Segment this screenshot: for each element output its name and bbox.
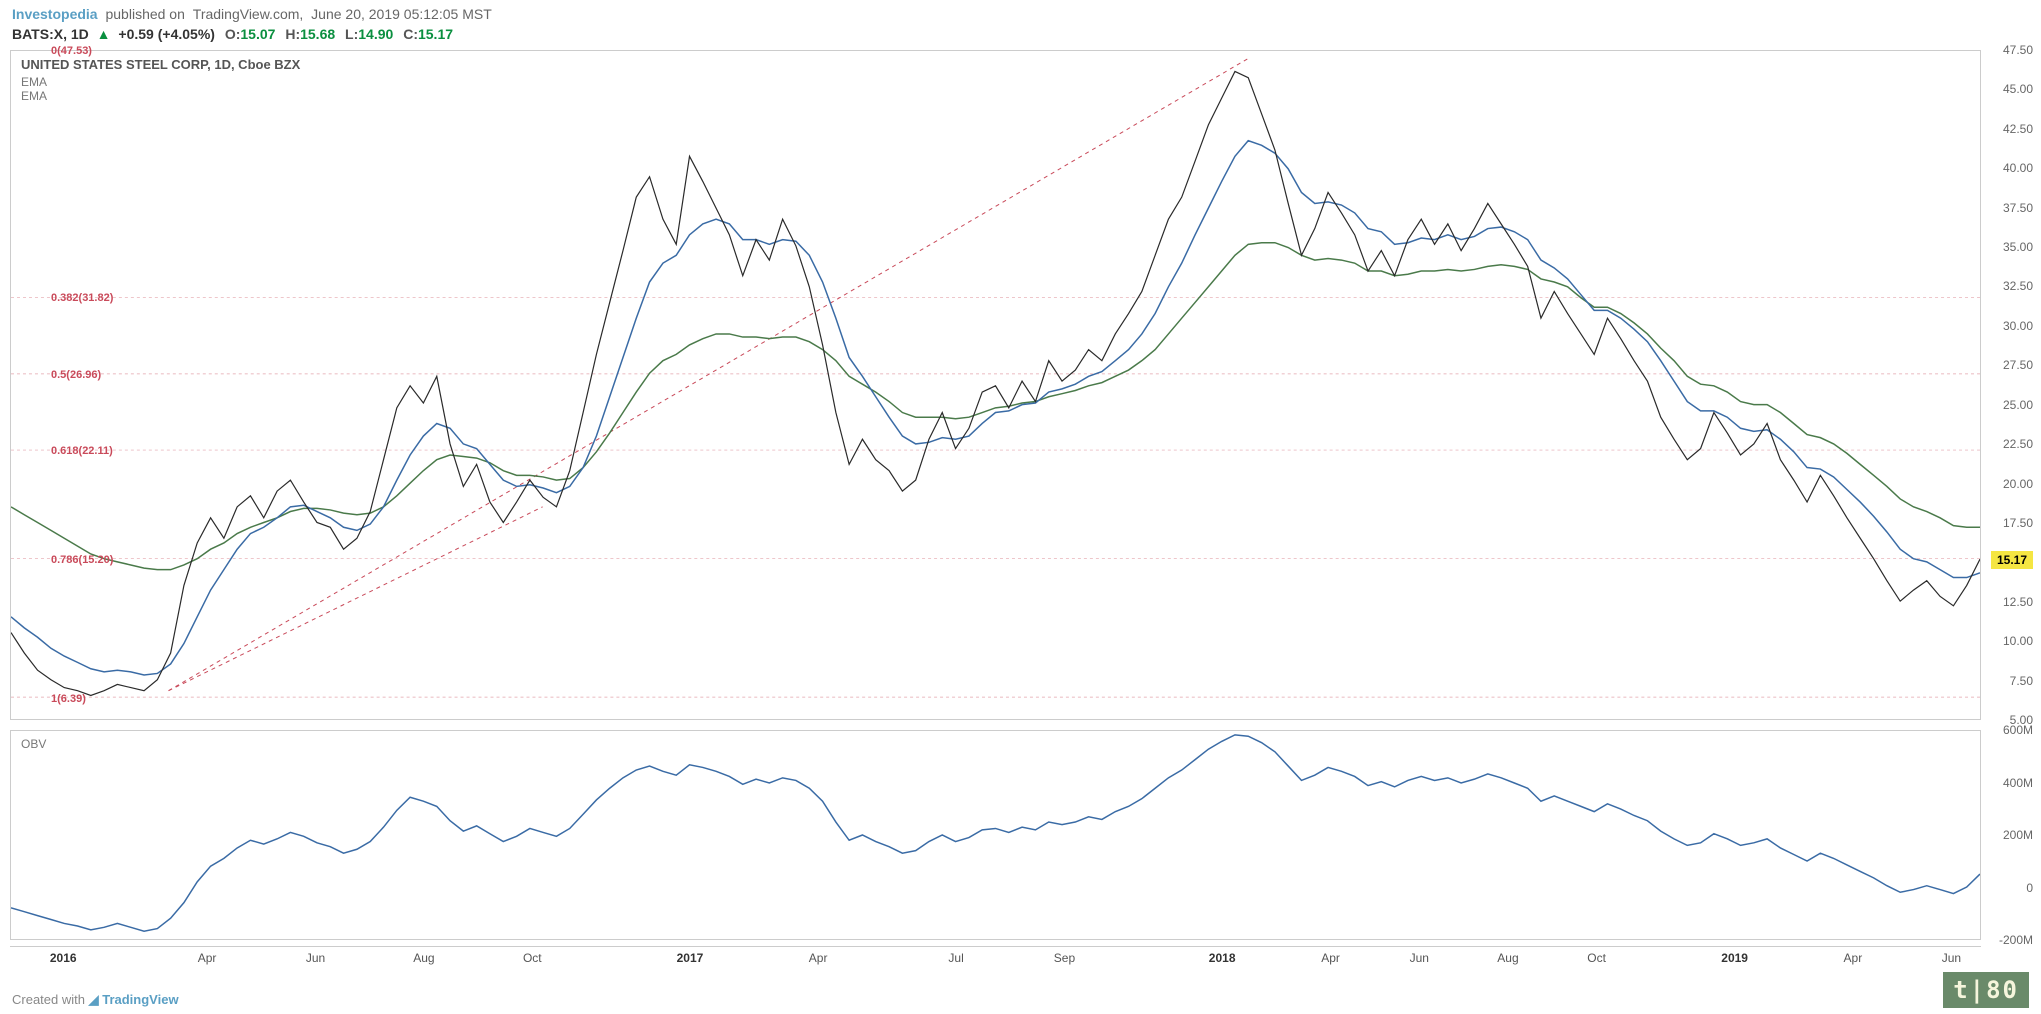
x-tick: Apr (1321, 951, 1340, 965)
y-tick: 40.00 (2003, 161, 2033, 175)
y-tick: 47.50 (2003, 43, 2033, 57)
tradingview-icon: ◢ (89, 992, 103, 1007)
x-tick: 2018 (1209, 951, 1236, 965)
obv-y-tick: 0 (2026, 881, 2033, 895)
x-tick: Jun (306, 951, 325, 965)
published-site: TradingView.com, (193, 6, 304, 22)
obv-chart[interactable]: OBV (10, 730, 1981, 940)
obv-chart-svg (11, 731, 1980, 939)
y-tick: 7.50 (2010, 674, 2033, 688)
timeframe: 1D (71, 26, 89, 42)
x-tick: 2019 (1721, 951, 1748, 965)
main-chart[interactable]: UNITED STATES STEEL CORP, 1D, Cboe BZX E… (10, 50, 1981, 720)
close-label: C: (403, 26, 418, 42)
y-tick: 35.00 (2003, 240, 2033, 254)
change-pct: (+4.05%) (158, 26, 215, 42)
low-value: 14.90 (358, 26, 393, 42)
main-chart-svg (11, 51, 1980, 719)
change-value: +0.59 (118, 26, 153, 42)
x-tick: Apr (809, 951, 828, 965)
high-value: 15.68 (300, 26, 335, 42)
y-tick: 17.50 (2003, 516, 2033, 530)
x-tick: Jul (948, 951, 963, 965)
fib-label: 0.382(31.82) (51, 292, 113, 304)
y-tick: 45.00 (2003, 82, 2033, 96)
obv-y-tick: -200M (1999, 933, 2033, 947)
y-tick: 12.50 (2003, 595, 2033, 609)
brand-name: Investopedia (12, 6, 98, 22)
y-tick: 42.50 (2003, 122, 2033, 136)
arrow-icon: ▲ (97, 26, 111, 42)
x-tick: Aug (413, 951, 434, 965)
high-label: H: (285, 26, 300, 42)
obv-y-tick: 400M (2003, 776, 2033, 790)
main-y-axis: 47.5045.0042.5040.0037.5035.0032.5030.00… (1983, 50, 2033, 720)
obv-y-tick: 600M (2003, 723, 2033, 737)
y-tick: 27.50 (2003, 358, 2033, 372)
obv-y-tick: 200M (2003, 828, 2033, 842)
x-axis: 2016 Apr Jun Aug Oct 2017 Apr Jul Sep 2018 Apr Jun A… (10, 946, 1981, 970)
open-value: 15.07 (240, 26, 275, 42)
x-tick: Apr (1844, 951, 1863, 965)
y-tick: 20.00 (2003, 477, 2033, 491)
fib-label: 0.786(15.20) (51, 554, 113, 566)
x-tick: 2017 (677, 951, 704, 965)
ohlc-bar: BATS:X, 1D ▲ +0.59 (+4.05%) O:15.07 H:15… (12, 26, 453, 42)
x-tick: 2016 (50, 951, 77, 965)
x-tick: Sep (1054, 951, 1075, 965)
watermark-text: t|80 (1943, 972, 2029, 1008)
fib-label: 0.618(22.11) (51, 445, 113, 457)
open-label: O: (225, 26, 241, 42)
footer-brand: TradingView (102, 992, 178, 1007)
y-tick: 30.00 (2003, 319, 2033, 333)
y-tick: 25.00 (2003, 398, 2033, 412)
y-tick: 10.00 (2003, 634, 2033, 648)
fib-label: 0.5(26.96) (51, 369, 101, 381)
close-value: 15.17 (418, 26, 453, 42)
x-tick: Aug (1497, 951, 1518, 965)
x-tick: Oct (523, 951, 542, 965)
footer-text: Created with (12, 992, 85, 1007)
x-tick: Jun (1942, 951, 1961, 965)
current-price-label: 15.17 (1991, 551, 2033, 569)
obv-y-axis: 600M400M200M0-200M (1983, 730, 2033, 940)
y-tick: 32.50 (2003, 279, 2033, 293)
y-tick: 22.50 (2003, 437, 2033, 451)
header-bar: Investopedia published on TradingView.co… (12, 6, 492, 22)
low-label: L: (345, 26, 358, 42)
x-tick: Apr (198, 951, 217, 965)
published-prefix: published on (105, 6, 184, 22)
watermark: t|80 (1943, 972, 2029, 1008)
footer: Created with ◢ TradingView (12, 992, 179, 1008)
fib-label: 1(6.39) (51, 693, 86, 705)
y-tick: 37.50 (2003, 201, 2033, 215)
fib-label: 0(47.53) (51, 45, 92, 57)
x-tick: Jun (1410, 951, 1429, 965)
published-date: June 20, 2019 05:12:05 MST (311, 6, 492, 22)
symbol: BATS:X (12, 26, 63, 42)
x-tick: Oct (1587, 951, 1606, 965)
